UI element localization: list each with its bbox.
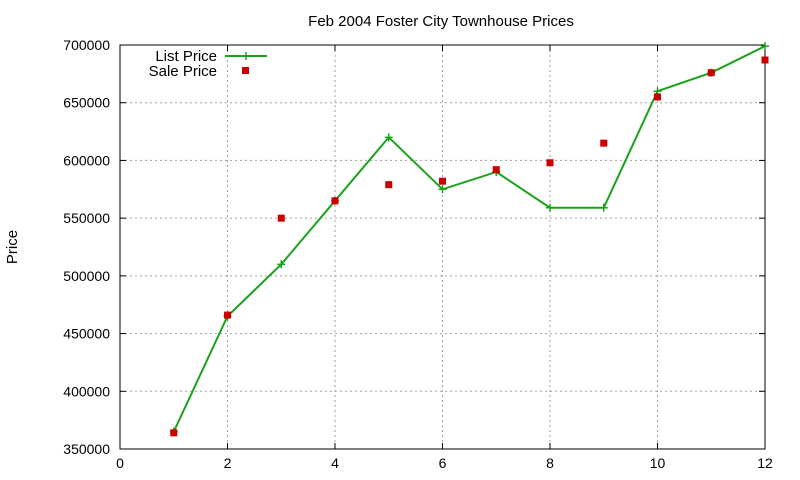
sale-price-point [492, 166, 500, 174]
y-tick-label: 450000 [63, 326, 110, 342]
y-tick-label: 700000 [63, 37, 110, 53]
x-tick-label: 12 [757, 455, 773, 471]
sale-price-point [761, 56, 769, 64]
list-price-point [599, 203, 608, 212]
sale-price-point [385, 181, 393, 189]
list-price-point [438, 185, 447, 194]
sale-price-point [707, 69, 715, 77]
x-tick-label: 6 [439, 455, 447, 471]
x-tick-label: 0 [116, 455, 124, 471]
x-tick-labels: 0 2 4 6 8 10 12 [116, 455, 773, 471]
series-layer [169, 42, 769, 437]
list-price-point [546, 203, 554, 212]
series-sale-price [170, 56, 769, 437]
y-tick-label: 650000 [63, 95, 110, 111]
y-tick-label: 350000 [63, 441, 110, 457]
grid-lines [120, 45, 765, 449]
sale-price-point [277, 214, 285, 222]
list-price-point [761, 42, 769, 51]
legend-plus [242, 52, 250, 60]
y-tick-label: 550000 [63, 210, 110, 226]
series-list-price [169, 42, 769, 436]
legend-marker-list-price [242, 52, 250, 60]
list-price-point [384, 133, 393, 142]
list-price-point [277, 260, 286, 269]
sale-price-point [546, 159, 554, 167]
y-tick-label: 400000 [63, 383, 110, 399]
sale-price-point [170, 429, 178, 437]
y-axis-label: Price [4, 230, 21, 264]
tick-marks [119, 44, 766, 450]
x-tick-label: 2 [224, 455, 232, 471]
sale-price-point [600, 139, 608, 147]
sale-price-point [331, 197, 339, 205]
x-tick-label: 8 [546, 455, 554, 471]
list-price-line [172, 45, 766, 433]
legend-marker-sale-price [242, 67, 249, 74]
legend: List Price Sale Price [149, 48, 267, 80]
sale-price-point [654, 93, 661, 101]
chart-title: Feb 2004 Foster City Townhouse Prices [308, 13, 574, 30]
y-tick-label: 500000 [63, 268, 110, 284]
x-tick-label: 10 [650, 455, 666, 471]
legend-label-sale-price: Sale Price [149, 63, 217, 80]
x-tick-label: 4 [331, 455, 339, 471]
legend-label-list-price: List Price [155, 48, 217, 65]
y-tick-labels: 350000 400000 450000 500000 550000 600000 6500… [63, 37, 110, 457]
sale-price-point [224, 311, 231, 319]
y-tick-label: 600000 [63, 152, 110, 168]
sale-price-point [439, 177, 446, 185]
